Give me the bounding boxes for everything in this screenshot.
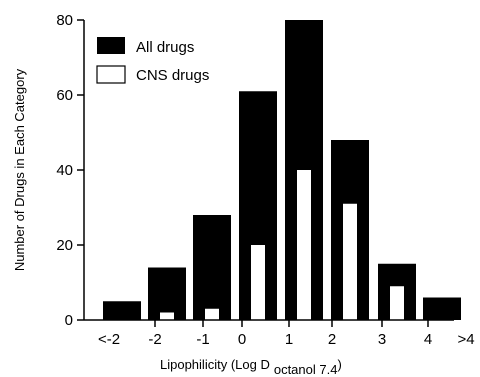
x-axis-title: Lipophilicity (Log D octanol 7.4) [160,357,342,377]
x-tick-label-8: >4 [457,331,474,348]
all-drugs-bars [103,20,461,320]
legend: All drugs CNS drugs [96,37,209,84]
x-tick-label-4: 1 [285,331,293,348]
y-axis-title: Number of Drugs in Each Category [12,68,27,271]
bar-cns-drugs-5 [343,203,357,320]
x-tick-label-7: 4 [424,331,432,348]
bar-cns-drugs-2 [205,308,219,320]
bar-all-drugs-2 [193,215,231,320]
bar-all-drugs-7 [423,297,461,320]
legend-swatch-cns-drugs [96,65,126,84]
y-tick-label-2: 40 [56,162,73,179]
legend-label-cns-drugs: CNS drugs [136,67,209,84]
legend-label-all-drugs: All drugs [136,39,194,56]
x-tick-label-5: 2 [328,331,336,348]
x-axis-title-subscript: octanol 7.4 [274,362,338,377]
y-axis-ticks: 0 20 40 60 80 [56,12,84,329]
y-tick-label-3: 60 [56,87,73,104]
bar-all-drugs-1 [148,267,186,320]
bar-cns-drugs-6 [390,286,404,320]
x-axis-title-main: Lipophilicity (Log D [160,357,270,372]
y-tick-label-1: 20 [56,237,73,254]
x-axis-ticks: <-2 -2 -1 0 1 2 3 4 >4 [98,320,475,348]
x-tick-label-1: -2 [148,331,161,348]
legend-swatch-all-drugs [97,37,125,54]
x-tick-label-0: <-2 [98,331,120,348]
bar-cns-drugs-1 [160,312,174,320]
cns-drugs-bars [160,170,404,320]
x-tick-label-6: 3 [378,331,386,348]
y-tick-label-4: 80 [56,12,73,29]
bar-cns-drugs-3 [251,245,265,320]
x-tick-label-3: 0 [238,331,246,348]
y-tick-label-0: 0 [65,312,73,329]
x-tick-label-2: -1 [196,331,209,348]
x-axis-title-close: ) [337,357,341,372]
bar-all-drugs-0 [103,301,141,320]
bar-cns-drugs-4 [297,170,311,320]
